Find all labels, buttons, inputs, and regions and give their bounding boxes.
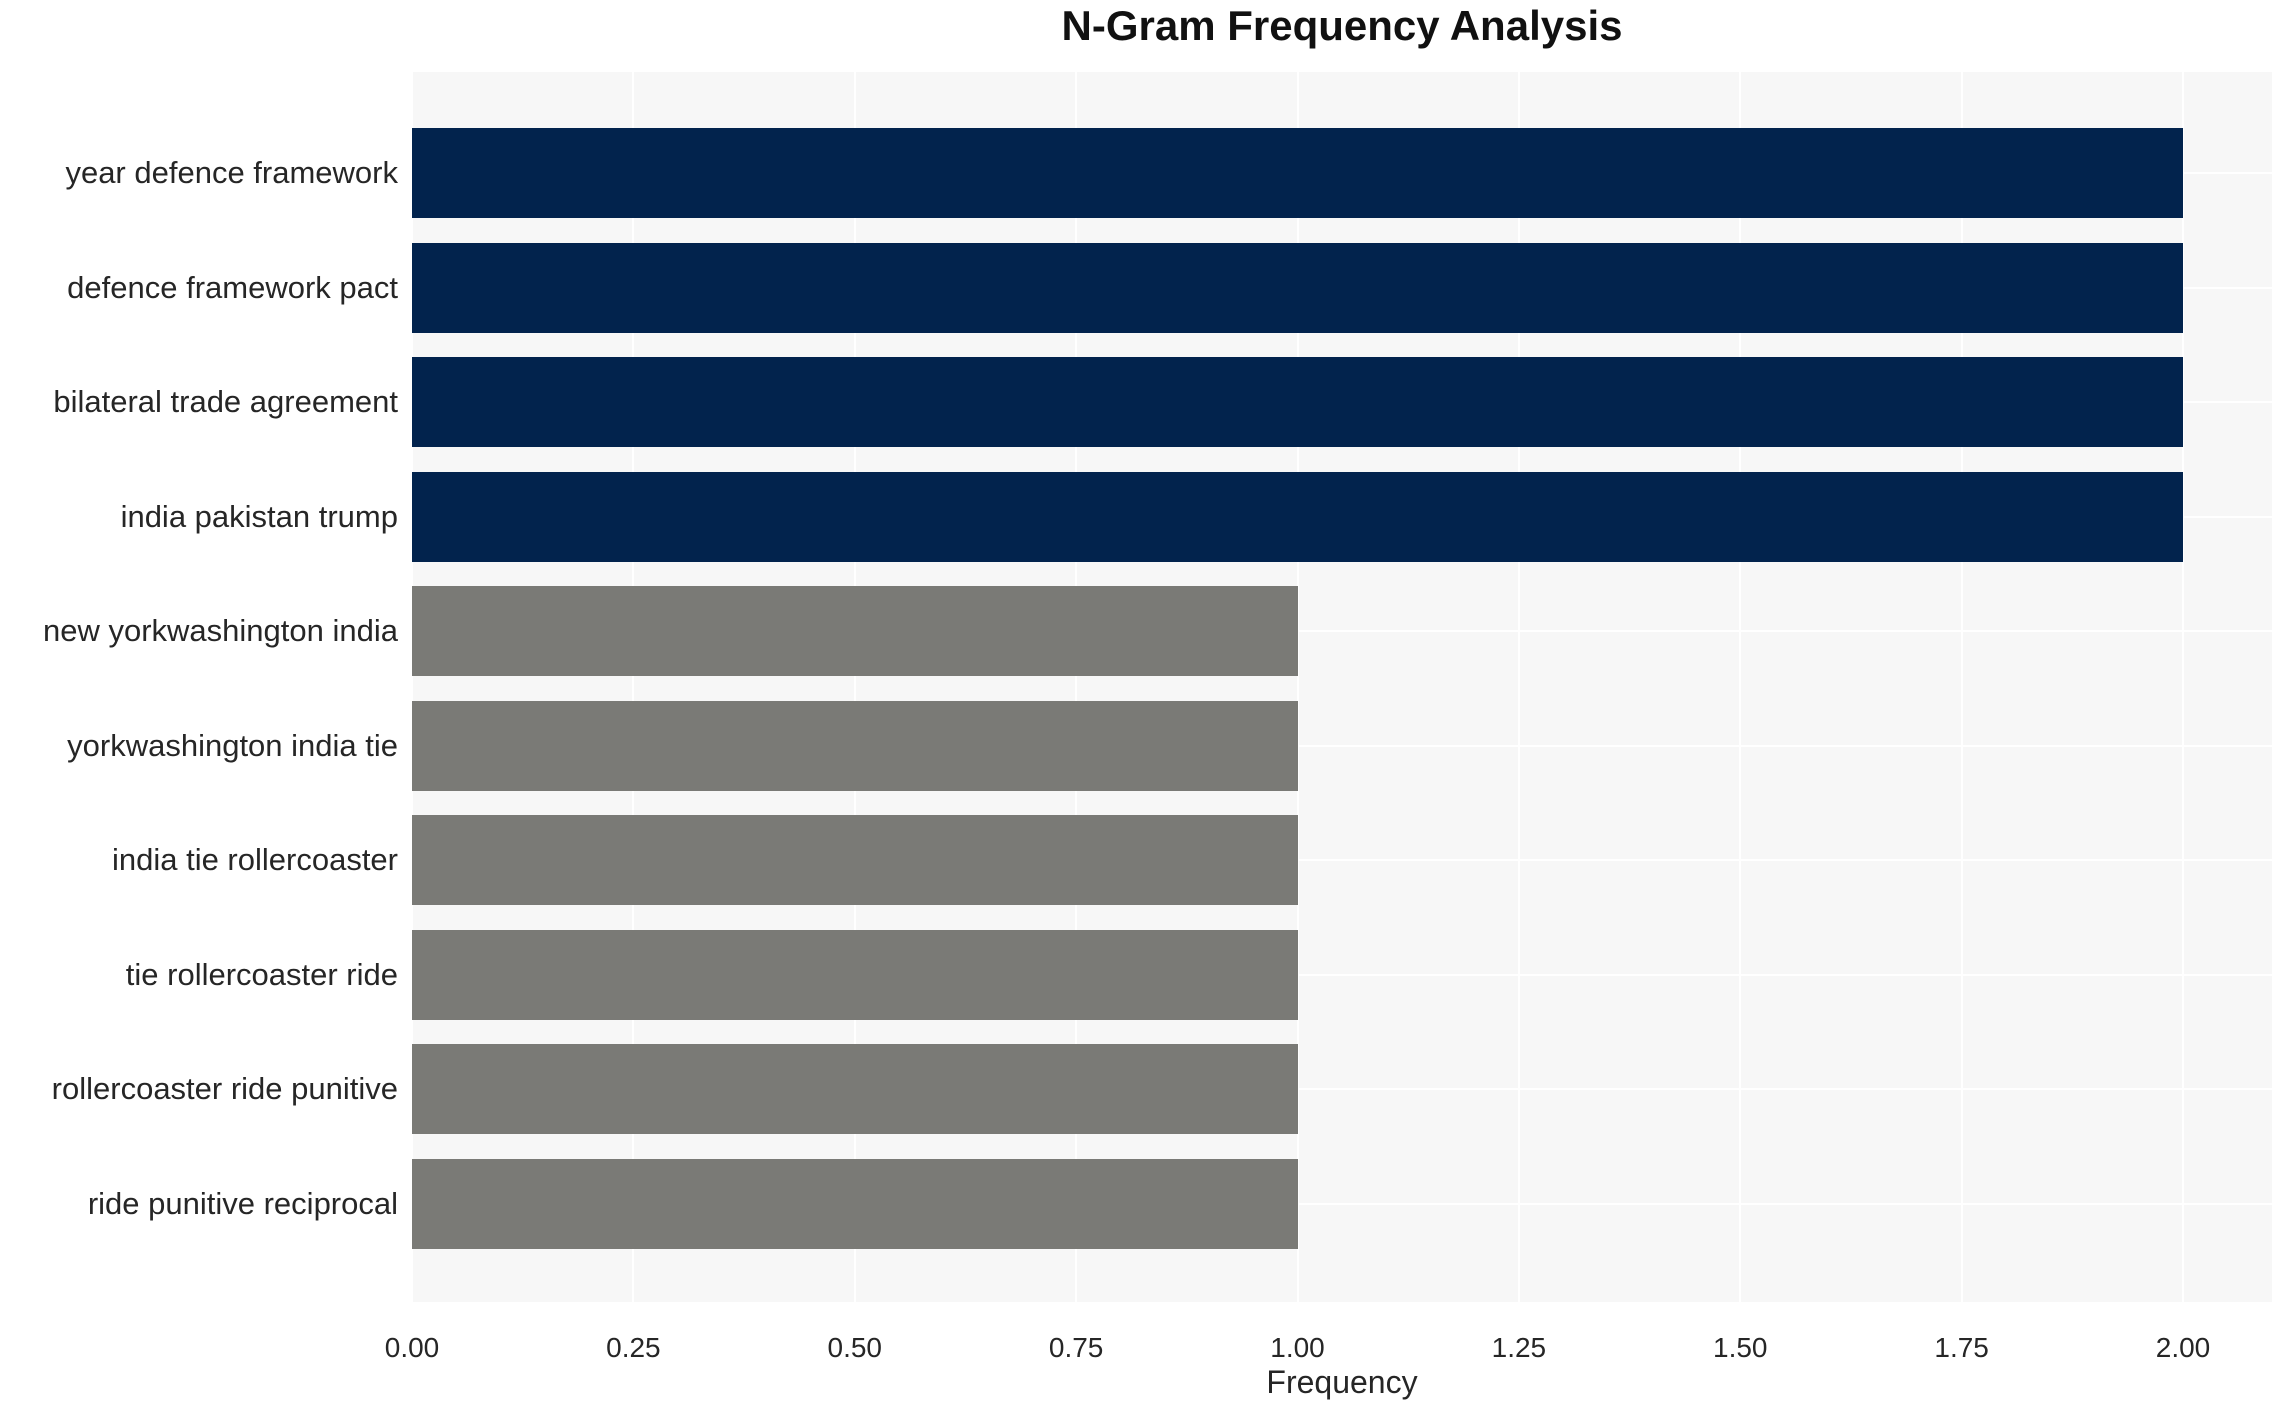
gridline-vertical-0.25 <box>632 72 635 1302</box>
x-tick-label-0.25: 0.25 <box>606 1332 661 1363</box>
gridline-horizontal <box>412 1202 2272 1205</box>
gridline-vertical-0.00 <box>411 72 413 1302</box>
gridline-vertical-0.75 <box>1075 72 1078 1302</box>
bar-india-pakistan-trump <box>412 471 2183 562</box>
bar-new-yorkwashington-india <box>412 586 1298 676</box>
bar-ride-punitive-reciprocal <box>412 1158 1298 1249</box>
gridline-horizontal <box>412 630 2272 632</box>
bar-defence-framework-pact <box>412 242 2183 333</box>
y-tick-label-rollercoaster-ride-punitive: rollercoaster ride punitive <box>51 1071 398 1106</box>
y-tick-label-defence-framework-pact: defence framework pact <box>67 269 398 305</box>
gridline-vertical-1.00 <box>1296 72 1299 1302</box>
gridline-vertical-2.00 <box>2182 72 2184 1302</box>
y-tick-label-india-tie-rollercoaster: india tie rollercoaster <box>111 842 398 877</box>
x-axis-label: Frequency <box>1266 1364 1418 1400</box>
bar-india-tie-rollercoaster <box>412 815 1298 905</box>
y-tick-label-india-pakistan-trump: india pakistan trump <box>120 498 398 534</box>
bar-bilateral-trade-agreement <box>412 357 2183 447</box>
x-tick-label-0.50: 0.50 <box>827 1332 883 1363</box>
gridline-vertical-1.75 <box>1960 72 1963 1302</box>
y-tick-label-tie-rollercoaster-ride: tie rollercoaster ride <box>125 956 398 992</box>
y-tick-label-ride-punitive-reciprocal: ride punitive reciprocal <box>87 1185 398 1221</box>
bar-year-defence-framework <box>412 128 2183 218</box>
gridline-horizontal <box>412 1088 2272 1090</box>
x-tick-label-1.50: 1.50 <box>1713 1332 1768 1363</box>
x-tick-label-1.25: 1.25 <box>1491 1332 1547 1363</box>
x-tick-label-2.00: 2.00 <box>2155 1332 2211 1363</box>
gridline-vertical-1.25 <box>1517 72 1520 1302</box>
gridline-horizontal <box>412 859 2272 861</box>
x-tick-label-0.00: 0.00 <box>384 1332 440 1363</box>
y-tick-label-new-yorkwashington-india: new yorkwashington india <box>43 613 398 648</box>
y-tick-label-bilateral-trade-agreement: bilateral trade agreement <box>53 384 398 419</box>
gridline-horizontal <box>412 973 2272 976</box>
gridline-vertical-0.50 <box>853 72 856 1302</box>
gridline-horizontal <box>412 744 2272 747</box>
bar-tie-rollercoaster-ride <box>412 929 1298 1020</box>
bar-yorkwashington-india-tie <box>412 700 1298 791</box>
x-tick-label-1.00: 1.00 <box>1270 1332 1325 1363</box>
bar-rollercoaster-ride-punitive <box>412 1044 1298 1134</box>
x-tick-label-1.75: 1.75 <box>1934 1332 1989 1363</box>
y-tick-label-yorkwashington-india-tie: yorkwashington india tie <box>67 727 398 763</box>
chart-title: N-Gram Frequency Analysis <box>1061 2 1623 49</box>
plot-area <box>411 72 2272 1302</box>
gridline-vertical-1.50 <box>1739 72 1742 1302</box>
x-tick-label-0.75: 0.75 <box>1048 1332 1104 1363</box>
y-tick-label-year-defence-framework: year defence framework <box>65 155 398 190</box>
